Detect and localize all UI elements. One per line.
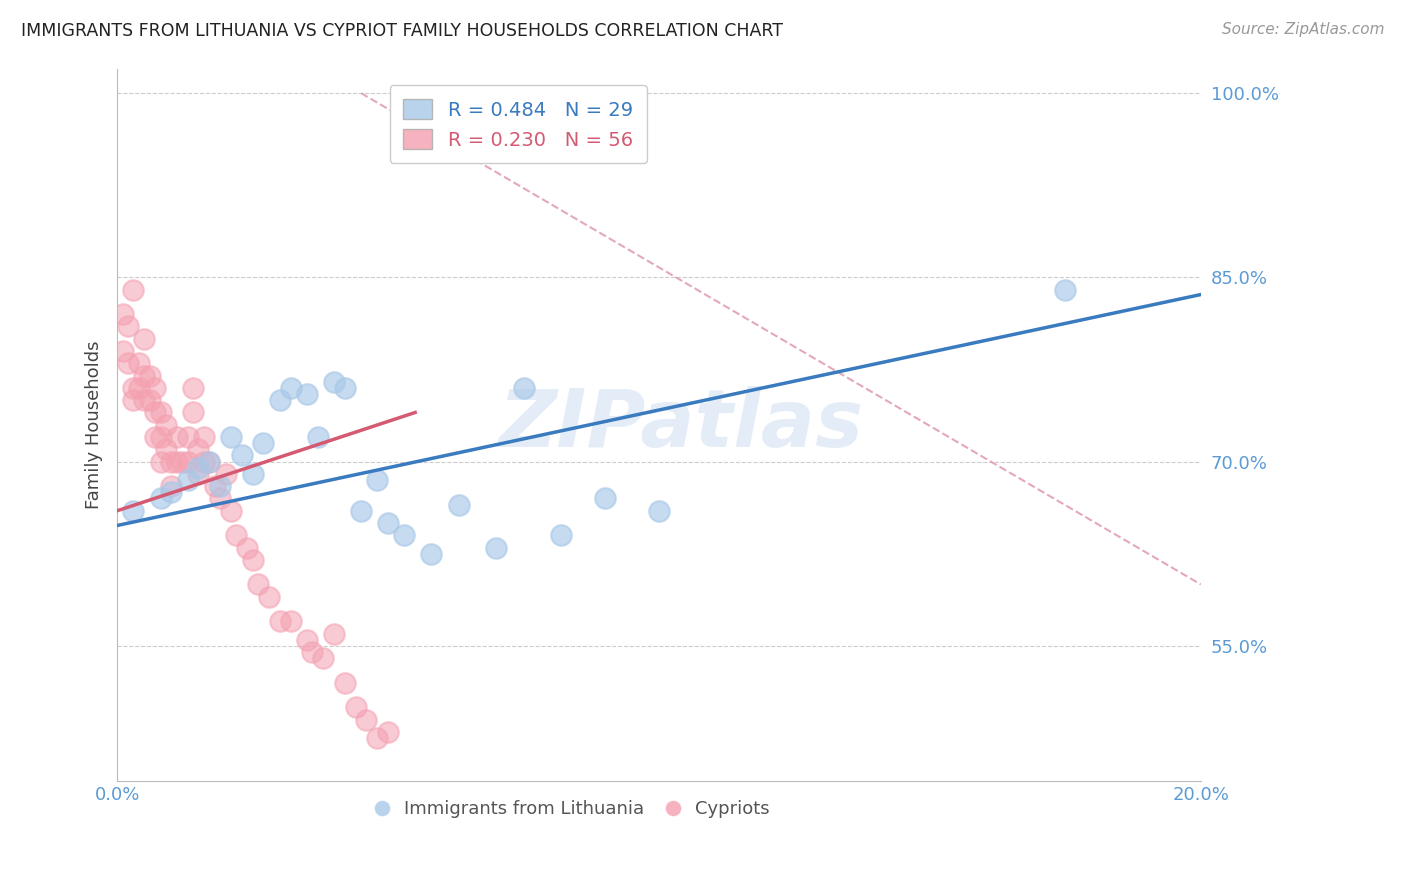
Point bbox=[122, 504, 145, 518]
Text: IMMIGRANTS FROM LITHUANIA VS CYPRIOT FAMILY HOUSEHOLDS CORRELATION CHART: IMMIGRANTS FROM LITHUANIA VS CYPRIOT FAM… bbox=[21, 22, 783, 40]
Point bbox=[172, 454, 194, 468]
Point bbox=[166, 430, 188, 444]
Point bbox=[143, 381, 166, 395]
Point bbox=[247, 577, 270, 591]
Point bbox=[420, 547, 443, 561]
Point bbox=[301, 645, 323, 659]
Text: ZIPatlas: ZIPatlas bbox=[498, 385, 863, 464]
Point bbox=[149, 430, 172, 444]
Point bbox=[219, 430, 242, 444]
Point bbox=[333, 675, 356, 690]
Point bbox=[160, 485, 183, 500]
Point bbox=[155, 417, 177, 432]
Point bbox=[187, 442, 209, 457]
Point bbox=[198, 454, 221, 468]
Point bbox=[176, 473, 198, 487]
Point bbox=[117, 356, 139, 370]
Point bbox=[149, 454, 172, 468]
Point bbox=[143, 405, 166, 419]
Point bbox=[350, 504, 373, 518]
Point bbox=[149, 405, 172, 419]
Point bbox=[280, 381, 302, 395]
Point bbox=[209, 491, 232, 506]
Point bbox=[252, 436, 274, 450]
Point bbox=[193, 430, 215, 444]
Point bbox=[225, 528, 247, 542]
Point bbox=[322, 626, 344, 640]
Point bbox=[377, 724, 399, 739]
Point bbox=[236, 541, 259, 555]
Point bbox=[160, 454, 183, 468]
Point bbox=[344, 700, 367, 714]
Point bbox=[295, 632, 318, 647]
Point bbox=[356, 713, 378, 727]
Point bbox=[138, 393, 160, 408]
Point bbox=[204, 479, 226, 493]
Point bbox=[593, 491, 616, 506]
Point bbox=[269, 393, 291, 408]
Point bbox=[485, 541, 508, 555]
Point bbox=[128, 381, 150, 395]
Point bbox=[242, 467, 264, 481]
Point bbox=[187, 467, 209, 481]
Point bbox=[134, 368, 156, 383]
Point bbox=[122, 381, 145, 395]
Point bbox=[149, 491, 172, 506]
Point bbox=[122, 393, 145, 408]
Point bbox=[231, 449, 253, 463]
Point bbox=[117, 319, 139, 334]
Point bbox=[366, 473, 388, 487]
Point bbox=[111, 307, 134, 321]
Point bbox=[187, 460, 209, 475]
Text: Source: ZipAtlas.com: Source: ZipAtlas.com bbox=[1222, 22, 1385, 37]
Point bbox=[155, 442, 177, 457]
Point bbox=[394, 528, 416, 542]
Point bbox=[312, 651, 335, 665]
Point bbox=[377, 516, 399, 530]
Point bbox=[134, 393, 156, 408]
Point bbox=[209, 479, 232, 493]
Point bbox=[219, 504, 242, 518]
Point bbox=[550, 528, 572, 542]
Point bbox=[1054, 283, 1077, 297]
Point bbox=[257, 590, 280, 604]
Point bbox=[307, 430, 329, 444]
Point bbox=[143, 430, 166, 444]
Point bbox=[122, 283, 145, 297]
Legend: Immigrants from Lithuania, Cypriots: Immigrants from Lithuania, Cypriots bbox=[368, 793, 776, 825]
Point bbox=[181, 405, 204, 419]
Point bbox=[166, 454, 188, 468]
Point bbox=[366, 731, 388, 745]
Point bbox=[648, 504, 671, 518]
Point bbox=[295, 387, 318, 401]
Point bbox=[138, 368, 160, 383]
Point bbox=[111, 344, 134, 359]
Point bbox=[280, 615, 302, 629]
Point bbox=[198, 454, 221, 468]
Point bbox=[333, 381, 356, 395]
Point bbox=[447, 498, 470, 512]
Point bbox=[269, 615, 291, 629]
Point bbox=[176, 454, 198, 468]
Point bbox=[242, 553, 264, 567]
Point bbox=[181, 381, 204, 395]
Point bbox=[134, 332, 156, 346]
Point bbox=[160, 479, 183, 493]
Point bbox=[214, 467, 236, 481]
Y-axis label: Family Households: Family Households bbox=[86, 341, 103, 509]
Point bbox=[512, 381, 534, 395]
Point bbox=[193, 454, 215, 468]
Point bbox=[128, 356, 150, 370]
Point bbox=[176, 430, 198, 444]
Point bbox=[322, 375, 344, 389]
